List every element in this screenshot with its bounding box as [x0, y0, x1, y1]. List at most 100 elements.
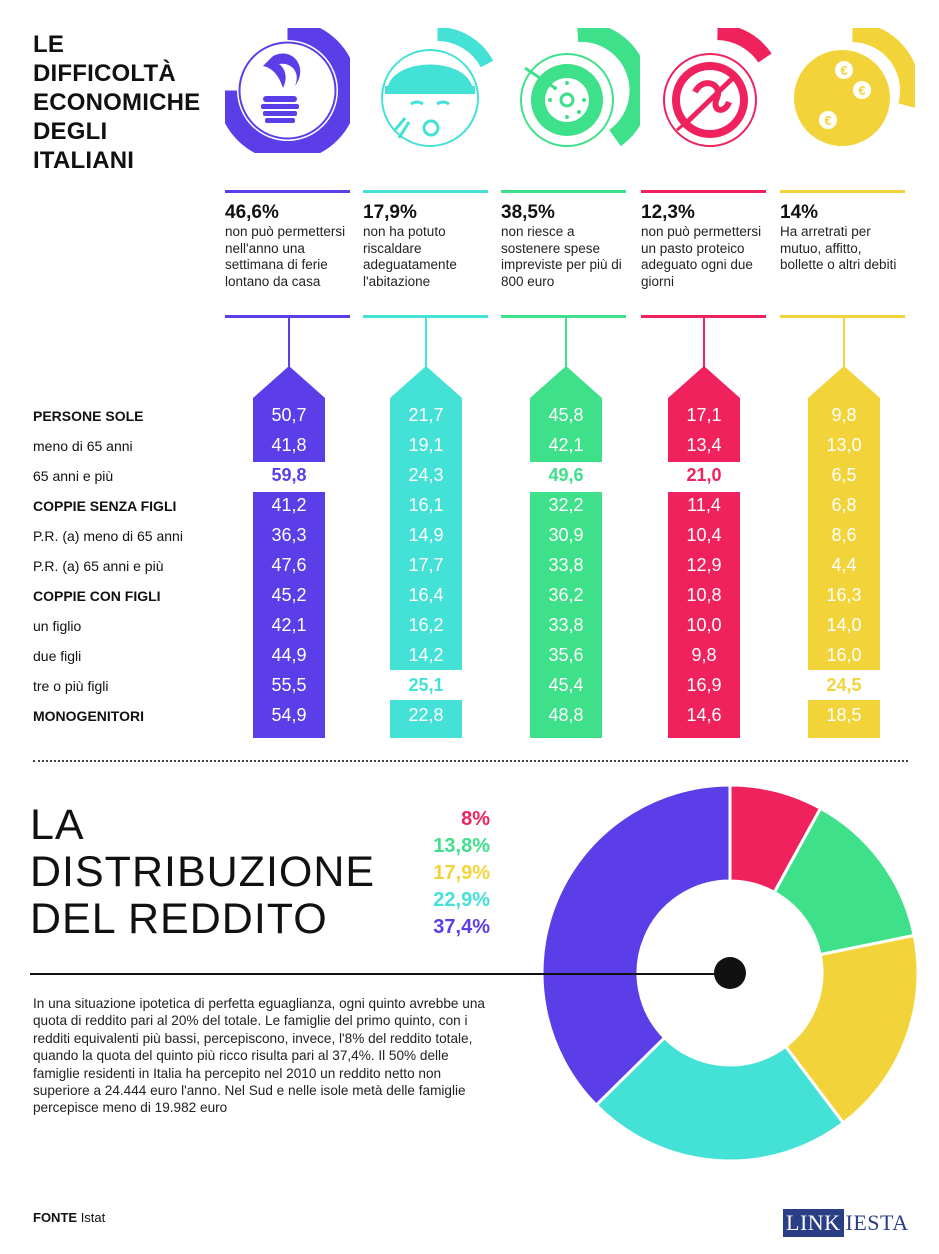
table-value: 8,6 — [831, 525, 857, 545]
table-value: 33,8 — [548, 615, 584, 635]
table-value: 9,8 — [831, 405, 857, 425]
table-value: 13,0 — [826, 435, 862, 455]
title-line: ITALIANI — [33, 147, 135, 174]
table-value: 54,9 — [271, 705, 307, 725]
row-label: COPPIE CON FIGLI — [33, 588, 161, 604]
column-description: non può permettersi un pasto proteico ad… — [641, 224, 762, 289]
cold-face-icon — [381, 28, 494, 147]
table-value: 21,7 — [408, 405, 444, 425]
title-line: DIFFICOLTÀ — [33, 60, 176, 87]
source-name: Istat — [80, 1210, 106, 1225]
bar-segment-purple — [253, 366, 325, 462]
title-line: LE — [33, 31, 65, 58]
column-header-heating: 17,9% non ha potuto riscaldare adeguatam… — [363, 190, 488, 318]
table-value: 16,1 — [408, 495, 444, 515]
table-value: 55,5 — [271, 675, 307, 695]
column-percentage: 12,3% — [641, 202, 695, 223]
table-value: 12,9 — [686, 555, 722, 575]
infographic-title: LE DIFFICOLTÀ ECONOMICHE DEGLI ITALIANI — [33, 30, 233, 175]
table-value: 11,4 — [687, 495, 721, 515]
table-value: 10,4 — [686, 525, 722, 545]
table-value: 14,0 — [826, 615, 862, 635]
row-label: MONOGENITORI — [33, 708, 144, 724]
table-value: 42,1 — [548, 435, 584, 455]
table-value: 16,2 — [408, 615, 444, 635]
source-note: FONTE Istat — [33, 1210, 105, 1225]
section-title-line: LA — [30, 801, 85, 849]
table-value: 21,0 — [686, 465, 722, 485]
bar-segment-purple — [253, 492, 325, 738]
table-value: 50,7 — [271, 405, 307, 425]
column-description: non ha potuto riscaldare adeguatamente l… — [363, 224, 457, 289]
connector-line — [288, 318, 290, 368]
donut-center-dot — [714, 957, 746, 989]
table-value: 9,8 — [691, 645, 717, 665]
row-label: COPPIE SENZA FIGLI — [33, 498, 177, 514]
section-title: LA DISTRIBUZIONE DEL REDDITO — [30, 802, 375, 943]
table-bars — [253, 366, 880, 738]
row-label: un figlio — [33, 618, 82, 634]
table-value: 18,5 — [826, 705, 862, 725]
table-value: 44,9 — [271, 645, 307, 665]
section-title-line: DEL REDDITO — [30, 895, 328, 943]
chart-legend: 8% 13,8% 17,9% 22,9% 37,4% — [400, 808, 490, 948]
pointer-line — [30, 973, 720, 975]
table-value: 14,2 — [408, 645, 444, 665]
svg-text:€: € — [840, 63, 847, 78]
legend-item: 13,8% — [433, 835, 490, 857]
table-value: 19,1 — [408, 435, 444, 455]
table-value: 22,8 — [408, 705, 444, 725]
table-value: 24,3 — [408, 465, 444, 485]
no-food-icon — [663, 28, 772, 147]
row-label: P.R. (a) meno di 65 anni — [33, 528, 183, 544]
connector-line — [565, 318, 567, 368]
bar-segment-green — [530, 366, 602, 462]
table-value: 16,0 — [826, 645, 862, 665]
table-value: 47,6 — [271, 555, 307, 575]
table-value: 10,0 — [686, 615, 722, 635]
title-line: ECONOMICHE — [33, 89, 201, 116]
donut-slice — [772, 806, 916, 957]
row-label: tre o più figli — [33, 678, 109, 694]
legend-item: 17,9% — [433, 862, 490, 884]
bar-segment-pink — [668, 366, 740, 462]
table-value: 41,8 — [271, 435, 307, 455]
logo-part: IESTA — [845, 1210, 909, 1235]
column-percentage: 38,5% — [501, 202, 555, 223]
table-value: 13,4 — [686, 435, 722, 455]
section-divider — [33, 760, 908, 762]
column-description: non può permettersi nell'anno una settim… — [225, 224, 346, 289]
svg-text:€: € — [858, 83, 865, 98]
table-value: 33,8 — [548, 555, 584, 575]
table-value: 42,1 — [271, 615, 307, 635]
bar-segment-yellow — [808, 366, 880, 670]
column-header-arrears: 14% Ha arretrati per mutuo, affitto, bol… — [780, 190, 905, 318]
table-value: 45,8 — [548, 405, 584, 425]
table-value: 16,9 — [686, 675, 722, 695]
svg-text:€: € — [824, 113, 831, 128]
connector-line — [425, 318, 427, 368]
table-value: 16,3 — [826, 585, 862, 605]
table-value: 36,2 — [548, 585, 584, 605]
section-title-line: DISTRIBUZIONE — [30, 848, 376, 896]
safe-dial-icon — [520, 28, 640, 147]
table-value: 36,3 — [271, 525, 307, 545]
legend-item: 22,9% — [433, 889, 490, 911]
table-value: 30,9 — [548, 525, 584, 545]
donut-slice — [540, 783, 732, 1108]
column-description: Ha arretrati per mutuo, affitto, bollett… — [780, 224, 897, 273]
table-value: 6,8 — [831, 495, 857, 515]
table-value: 4,4 — [831, 555, 857, 575]
table-value: 6,5 — [831, 465, 857, 485]
income-donut-chart — [540, 783, 920, 1163]
table-value: 17,7 — [408, 555, 444, 575]
bar-segment-cyan — [390, 700, 462, 738]
table-value: 16,4 — [408, 585, 444, 605]
row-label: due figli — [33, 648, 82, 664]
table-value: 41,2 — [271, 495, 307, 515]
column-percentage: 17,9% — [363, 202, 417, 223]
table-value: 10,8 — [686, 585, 722, 605]
description-paragraph: In una situazione ipotetica di perfetta … — [33, 996, 485, 1116]
row-label: P.R. (a) 65 anni e più — [33, 558, 164, 574]
bar-segment-green — [530, 492, 602, 738]
